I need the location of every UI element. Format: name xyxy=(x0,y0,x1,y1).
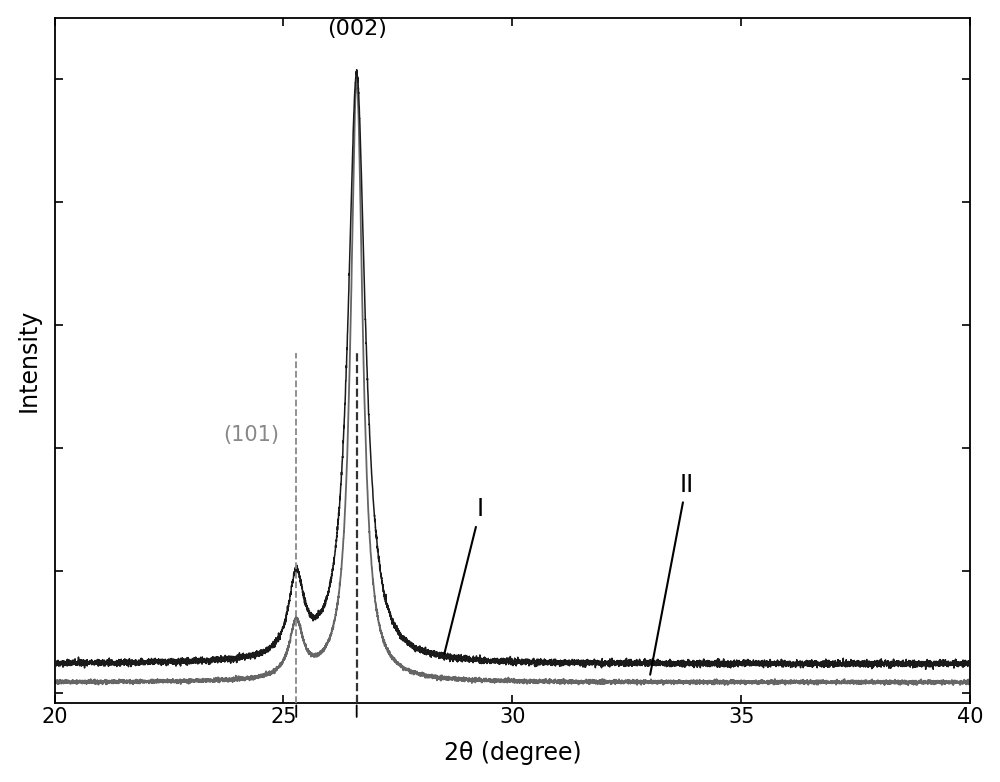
X-axis label: 2θ (degree): 2θ (degree) xyxy=(444,741,581,766)
Text: I: I xyxy=(444,497,484,654)
Y-axis label: Intensity: Intensity xyxy=(17,308,41,412)
Text: II: II xyxy=(650,473,693,675)
Text: (101): (101) xyxy=(223,425,279,446)
Text: (002): (002) xyxy=(327,20,387,39)
